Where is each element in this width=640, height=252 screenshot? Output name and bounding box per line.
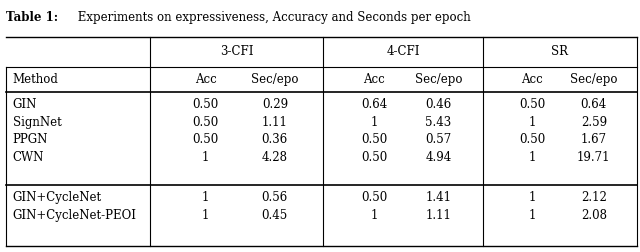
Text: 19.71: 19.71 [577, 151, 611, 164]
Text: 0.50: 0.50 [193, 98, 219, 111]
Text: 0.50: 0.50 [519, 98, 545, 111]
Text: CWN: CWN [13, 151, 44, 164]
Text: 0.50: 0.50 [361, 133, 388, 146]
Text: 0.36: 0.36 [262, 133, 288, 146]
Text: 1: 1 [529, 116, 536, 129]
Text: 3-CFI: 3-CFI [220, 45, 253, 58]
Text: Experiments on expressiveness, Accuracy and Seconds per epoch: Experiments on expressiveness, Accuracy … [74, 11, 470, 24]
Text: 1.11: 1.11 [262, 116, 288, 129]
Text: 1.11: 1.11 [426, 209, 451, 222]
Text: Acc: Acc [364, 73, 385, 86]
Text: 0.29: 0.29 [262, 98, 288, 111]
Text: 0.56: 0.56 [262, 191, 288, 204]
Text: SignNet: SignNet [13, 116, 61, 129]
Text: 4.94: 4.94 [425, 151, 452, 164]
Text: 2.12: 2.12 [581, 191, 607, 204]
Text: 0.64: 0.64 [361, 98, 388, 111]
Text: Acc: Acc [522, 73, 543, 86]
Text: 2.08: 2.08 [580, 209, 607, 222]
Text: SR: SR [552, 45, 568, 58]
Text: 1: 1 [371, 209, 378, 222]
Text: GIN: GIN [13, 98, 37, 111]
Text: GIN+CycleNet-PEOI: GIN+CycleNet-PEOI [13, 209, 137, 222]
Text: 0.45: 0.45 [262, 209, 288, 222]
Text: 1: 1 [529, 209, 536, 222]
Text: Sec/epo: Sec/epo [251, 73, 299, 86]
Text: Acc: Acc [195, 73, 216, 86]
Text: 4.28: 4.28 [262, 151, 288, 164]
Text: 5.43: 5.43 [425, 116, 452, 129]
Text: 4-CFI: 4-CFI [387, 45, 420, 58]
Text: 1: 1 [529, 151, 536, 164]
Text: Sec/epo: Sec/epo [570, 73, 618, 86]
Text: 2.59: 2.59 [580, 116, 607, 129]
Text: Table 1:: Table 1: [6, 11, 58, 24]
Text: 0.46: 0.46 [425, 98, 452, 111]
Text: 1: 1 [371, 116, 378, 129]
Text: PPGN: PPGN [13, 133, 48, 146]
Text: 1: 1 [529, 191, 536, 204]
Text: 0.57: 0.57 [425, 133, 452, 146]
Text: 0.50: 0.50 [361, 191, 388, 204]
Text: 0.50: 0.50 [193, 133, 219, 146]
Text: 0.50: 0.50 [519, 133, 545, 146]
Text: 0.50: 0.50 [361, 151, 388, 164]
Text: 1.41: 1.41 [426, 191, 451, 204]
Text: 1: 1 [202, 151, 209, 164]
Text: 1.67: 1.67 [580, 133, 607, 146]
Text: 0.64: 0.64 [580, 98, 607, 111]
Text: Method: Method [13, 73, 59, 86]
Text: GIN+CycleNet: GIN+CycleNet [13, 191, 102, 204]
Text: 1: 1 [202, 209, 209, 222]
Text: 0.50: 0.50 [193, 116, 219, 129]
Text: 1: 1 [202, 191, 209, 204]
Text: Sec/epo: Sec/epo [415, 73, 462, 86]
